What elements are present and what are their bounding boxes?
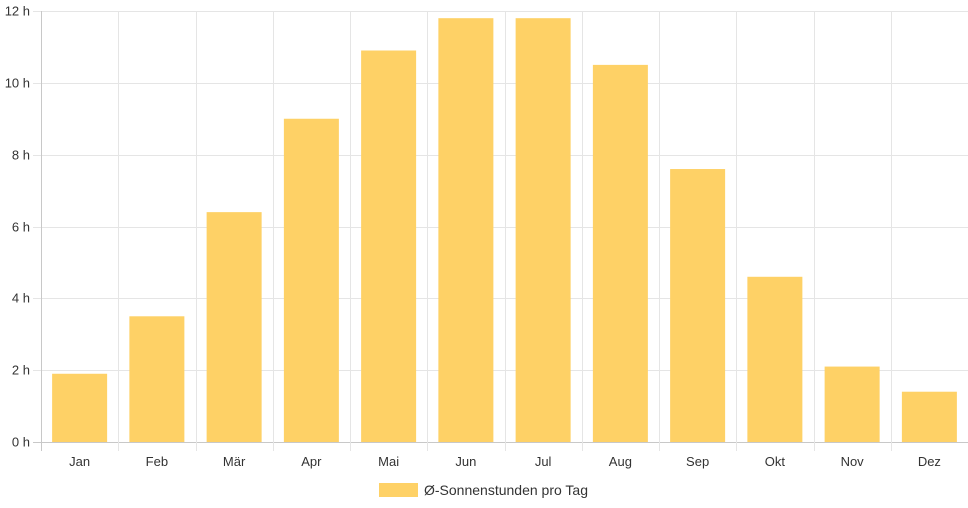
x-tick-label: Mai — [378, 454, 399, 469]
x-tick-label: Okt — [765, 454, 786, 469]
y-tick-label: 2 h — [12, 363, 30, 378]
bar-okt[interactable] — [747, 276, 803, 442]
x-tick-label: Jun — [455, 454, 476, 469]
bar-dez[interactable] — [901, 391, 957, 442]
bar-series — [52, 18, 957, 443]
legend-swatch[interactable] — [379, 483, 418, 497]
x-axis: Jan Feb Mär Apr Mai Jun Jul Aug Sep Okt Nov Dez — [69, 454, 941, 469]
x-tick-label: Dez — [918, 454, 941, 469]
bar-aug[interactable] — [592, 64, 648, 442]
x-tick-label: Mär — [223, 454, 246, 469]
bar-apr[interactable] — [283, 118, 339, 442]
y-tick-label: 8 h — [12, 148, 30, 163]
x-tick-label: Jul — [535, 454, 552, 469]
x-tick-label: Sep — [686, 454, 709, 469]
grid-lines — [33, 11, 968, 451]
x-tick-label: Aug — [609, 454, 632, 469]
legend-label[interactable]: Ø-Sonnenstunden pro Tag — [424, 482, 588, 498]
y-tick-label: 12 h — [5, 4, 30, 19]
y-tick-label: 6 h — [12, 220, 30, 235]
bar-jul[interactable] — [515, 18, 571, 443]
y-axis: 0 h 2 h 4 h 6 h 8 h 10 h 12 h — [5, 4, 30, 450]
y-tick-label: 0 h — [12, 435, 30, 450]
x-tick-label: Feb — [146, 454, 168, 469]
x-tick-label: Nov — [841, 454, 865, 469]
legend[interactable]: Ø-Sonnenstunden pro Tag — [379, 482, 588, 498]
x-tick-label: Jan — [69, 454, 90, 469]
bar-feb[interactable] — [129, 316, 185, 442]
y-tick-label: 10 h — [5, 76, 30, 91]
x-tick-label: Apr — [301, 454, 322, 469]
y-tick-label: 4 h — [12, 291, 30, 306]
bar-mai[interactable] — [361, 50, 417, 443]
bar-sep[interactable] — [670, 169, 726, 443]
bar-nov[interactable] — [824, 366, 880, 442]
bar-jun[interactable] — [438, 18, 494, 443]
bar-mär[interactable] — [206, 212, 262, 442]
bar-jan[interactable] — [52, 373, 108, 442]
